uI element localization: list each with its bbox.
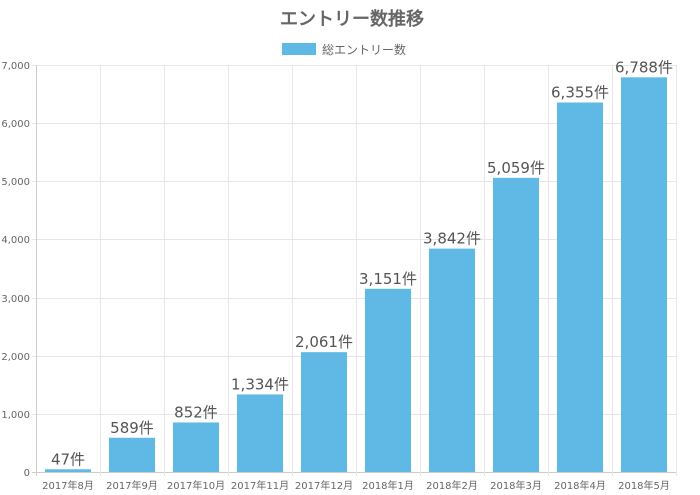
y-tick-label: 4,000 [1,235,30,246]
y-tick-label: 5,000 [1,177,30,188]
x-tick-label: 2017年9月 [106,479,158,492]
legend-swatch [282,43,316,55]
y-tick-label: 1,000 [1,410,30,421]
x-tick-label: 2018年2月 [426,479,478,492]
x-axis-ticks: 2017年8月 2017年9月 2017年10月 2017年11月 2017年12月 20… [42,479,670,492]
bar[interactable] [300,352,348,472]
bar[interactable] [44,469,92,472]
legend-label: 総エントリー数 [322,42,406,57]
x-tick-label: 2018年4月 [554,479,606,492]
y-tick-label: 0 [24,468,30,479]
data-label: 1,334件 [231,375,289,393]
data-label: 6,355件 [551,84,609,102]
chart-title: エントリー数推移 [280,8,424,30]
y-tick-label: 7,000 [1,61,30,72]
data-label: 2,061件 [295,333,353,351]
y-tick-label: 3,000 [1,294,30,305]
y-axis-ticks: 0 1,000 2,000 3,000 4,000 5,000 6,000 7,000 [1,61,30,479]
data-label: 3,842件 [423,230,481,248]
bar[interactable] [108,437,156,472]
x-tick-label: 2018年1月 [362,479,414,492]
x-tick-label: 2017年12月 [295,479,353,492]
bar[interactable] [364,288,412,472]
y-tick-label: 6,000 [1,119,30,130]
data-label: 589件 [110,419,154,437]
data-label: 47件 [51,450,85,468]
bars [44,77,668,473]
data-label: 852件 [174,403,218,421]
bar[interactable] [620,77,668,472]
legend[interactable]: 総エントリー数 [282,42,406,57]
x-tick-label: 2017年10月 [167,479,225,492]
data-label: 5,059件 [487,159,545,177]
grid [32,65,677,476]
x-tick-label: 2018年3月 [490,479,542,492]
bar[interactable] [236,394,284,472]
x-tick-label: 2017年8月 [42,479,94,492]
y-tick-label: 2,000 [1,352,30,363]
data-labels: 47件 589件 852件 1,334件 2,061件 3,151件 3,842件 5,059… [51,58,673,468]
bar[interactable] [428,248,476,472]
bar[interactable] [556,102,604,473]
bar[interactable] [492,177,540,472]
x-tick-label: 2018年5月 [618,479,670,492]
bar[interactable] [172,422,220,472]
data-label: 6,788件 [615,58,673,76]
data-label: 3,151件 [359,270,417,288]
x-tick-label: 2017年11月 [231,479,289,492]
